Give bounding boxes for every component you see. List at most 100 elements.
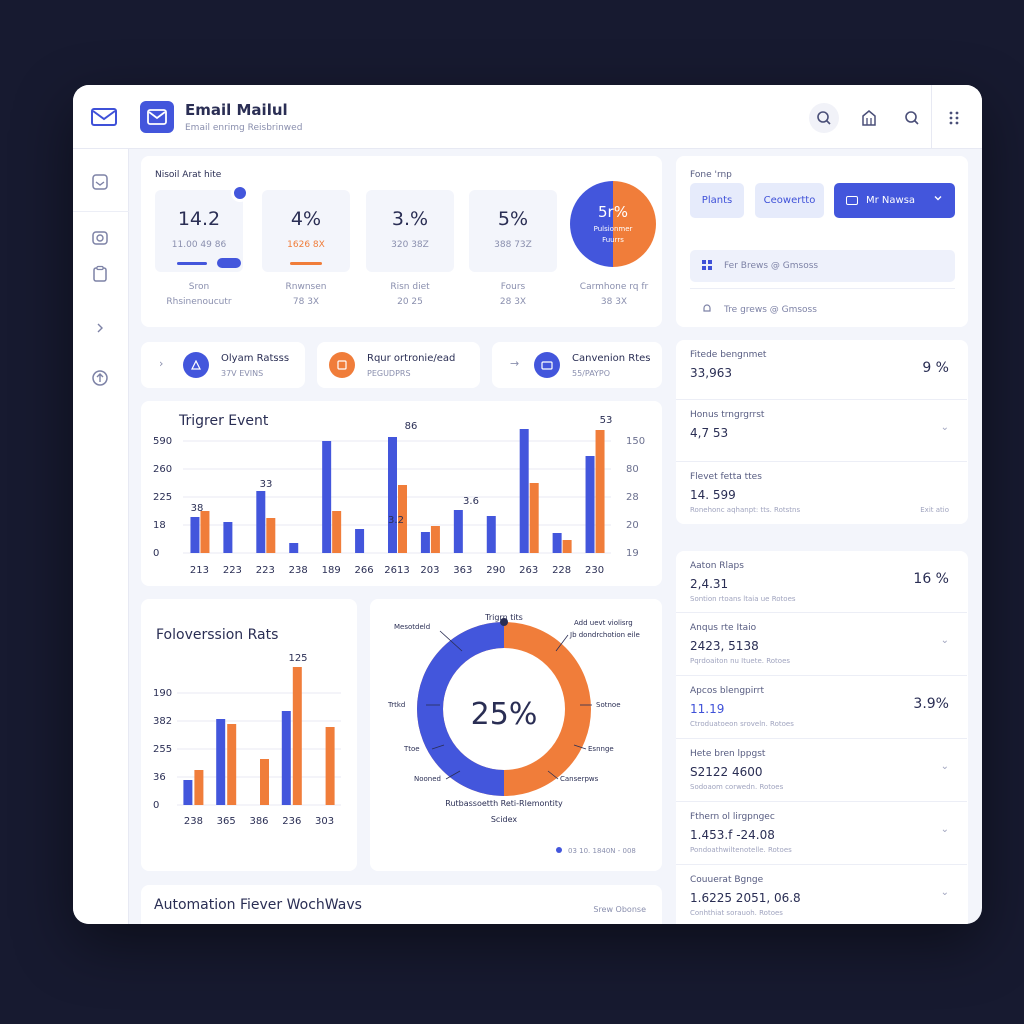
y-tick-label-left: 18 (153, 520, 166, 531)
chevron-down-icon[interactable]: ⌄ (940, 887, 949, 898)
pill-sub: 55/PAYPO (572, 369, 611, 378)
clipboard-icon[interactable] (89, 263, 111, 285)
list-item[interactable]: Couuerat Bgnge 1.6225 2051, 06.8 Conhthi… (676, 865, 967, 924)
donut-center-value: 25% (470, 697, 538, 732)
row-meta: Pondoathwiltenotelle. Rotoes (690, 846, 792, 854)
automation-card[interactable]: Automation Fiever WochWavs Srew Obonse (141, 885, 662, 924)
bar-blue (223, 522, 233, 553)
bar-blue (585, 456, 595, 553)
list-item[interactable]: Apcos blengpirrt 11.19 Ctroduatoeon srov… (676, 676, 967, 739)
bar-blue (355, 529, 365, 553)
camera-icon[interactable] (89, 227, 111, 249)
mini-donut-value: 5r% (598, 203, 628, 221)
donut-left-label-2: Trtkd (388, 701, 406, 709)
trigger-chart: 0 19 18 20 225 28 260 80 590 150 213 223 223 238 189 26… (153, 415, 645, 576)
bar-orange (292, 667, 302, 805)
pill-open-rates[interactable]: › Olyam Ratsss 37V EVINS (141, 342, 305, 388)
email-field-1[interactable]: Fer Brews @ Gmsoss (690, 250, 955, 282)
row-percent: 3.9% (913, 696, 949, 712)
leader-line (555, 634, 569, 652)
row-meta-right[interactable]: Exit atio (920, 506, 949, 514)
stat-box-3[interactable]: 3.% 320 38Z (366, 190, 454, 272)
x-tick-label: 230 (585, 565, 604, 576)
pill-title: Rqur ortronie/ead (367, 353, 456, 364)
bar-orange (260, 759, 269, 805)
trigger-event-card: Trigrer Event 0 19 18 20 225 28 260 80 590 150 213… (141, 401, 662, 586)
mail-icon[interactable] (91, 107, 117, 127)
bar-orange (529, 483, 539, 553)
chevron-down-icon[interactable]: ⌄ (940, 635, 949, 646)
account-dropdown[interactable]: Mr Nawsa (834, 183, 955, 218)
chevron-down-icon[interactable]: ⌄ (940, 824, 949, 835)
y-tick-label-right: 19 (626, 548, 639, 559)
list-item[interactable]: Fthern ol lirgpngec 1.453.f -24.08 Pondo… (676, 802, 967, 865)
donut-right-label-5: Canserpws (560, 775, 599, 783)
donut-slice-blue (417, 622, 505, 796)
y-tick-label-left: 0 (153, 548, 159, 559)
list-item[interactable]: Flevet fetta ttes 14. 599 Ronehonc aqhan… (676, 462, 967, 524)
stat-box-1[interactable]: 14.2 11.00 49 86 (155, 184, 249, 272)
donut-label-anchor (380, 609, 381, 610)
chevron-down-icon[interactable]: ⌄ (940, 422, 949, 433)
stat-sub: 1626 8X (287, 240, 325, 250)
mini-donut-blue (570, 181, 613, 267)
trigger-chart-title: Trigrer Event (179, 413, 269, 429)
search-icon-secondary[interactable] (897, 103, 927, 133)
search-icon[interactable] (809, 103, 839, 133)
sidebar (73, 149, 129, 924)
automation-link[interactable]: Srew Obonse (593, 905, 646, 914)
stat-box-4[interactable]: 5% 388 73Z (469, 190, 557, 272)
row-meta: Sontion rtoans ltaia ue Rotoes (690, 595, 796, 603)
more-icon[interactable] (939, 103, 969, 133)
email-field-2[interactable]: Tre grews @ Gmsoss (690, 294, 955, 326)
row-meta: Ronehonc aqhanpt: tts. Rotstns (690, 506, 801, 514)
card-icon (846, 196, 858, 205)
pill-reply-rate[interactable]: Rqur ortronie/ead PEGUDPRS (317, 342, 480, 388)
tag-icon[interactable] (854, 103, 884, 133)
row-title: Flevet fetta ttes (690, 472, 762, 482)
row-value: 1.6225 2051, 06.8 (690, 891, 801, 905)
list-item[interactable]: Fitede bengnmet 33,963 9 % (676, 340, 967, 400)
stat-value: 4% (290, 208, 322, 230)
bar-blue (519, 429, 529, 553)
row-title: Couuerat Bgnge (690, 875, 764, 885)
list-item[interactable]: Aaton Rlaps 2,4.31 Sontion rtoans ltaia … (676, 551, 967, 613)
donut-card: 25% Trigrn tits Rutbassoetth Reti-Rlemon… (370, 599, 662, 871)
caption-line: Fours (500, 282, 526, 292)
stat-caption-4: Fours 28 3X (469, 280, 557, 310)
upload-icon[interactable] (89, 367, 111, 389)
toggle-switch[interactable] (217, 258, 241, 268)
row-title: Aaton Rlaps (690, 561, 744, 571)
x-tick-label: 189 (322, 565, 341, 576)
dot-icon (556, 847, 562, 853)
stat-box-2[interactable]: 4% 1626 8X (262, 190, 350, 272)
stat-sub: 388 73Z (494, 240, 532, 250)
topbar-divider (931, 85, 932, 149)
leader-line (547, 770, 559, 780)
arrow-right-icon: › (159, 357, 164, 370)
chevron-right-icon[interactable] (89, 317, 111, 339)
app-window: Email Mailul Email enrimg Reisbrinwed (73, 85, 982, 924)
y-tick-label-left: 260 (153, 464, 172, 475)
x-tick-label: 2613 (384, 565, 409, 576)
donut-chart (417, 618, 592, 796)
bar-blue (552, 533, 562, 553)
mini-donut[interactable]: 5r% Pulsionmer Fuurrs (570, 181, 656, 267)
chevron-down-icon[interactable]: ⌄ (940, 761, 949, 772)
row-title: Anqus rte Itaio (690, 623, 757, 633)
bell-icon (702, 303, 712, 317)
list-item[interactable]: Honus trngrgrrst 4,7 53 ⌄ (676, 400, 967, 462)
plants-button[interactable]: Plants (690, 183, 744, 218)
mini-donut-line1: Pulsionmer (593, 225, 633, 233)
pill-conversion-rates[interactable]: → Canvenion Rtes 55/PAYPO (492, 342, 662, 388)
row-percent: 16 % (913, 571, 949, 587)
donut-left-label-4: Nooned (414, 775, 441, 783)
list-item[interactable]: Hete bren lppgst S2122 4600 Sodoaom corw… (676, 739, 967, 802)
bar-orange (398, 485, 407, 553)
donut-footer-text: 03 10. 1840N - 008 (568, 847, 636, 855)
grid-icon (702, 259, 712, 273)
inbox-icon[interactable] (89, 171, 111, 193)
bar-blue (216, 719, 226, 805)
convert-button[interactable]: Ceowertto (755, 183, 824, 218)
list-item[interactable]: Anqus rte Itaio 2423, 5138 Pqrdoaiton nu… (676, 613, 967, 676)
